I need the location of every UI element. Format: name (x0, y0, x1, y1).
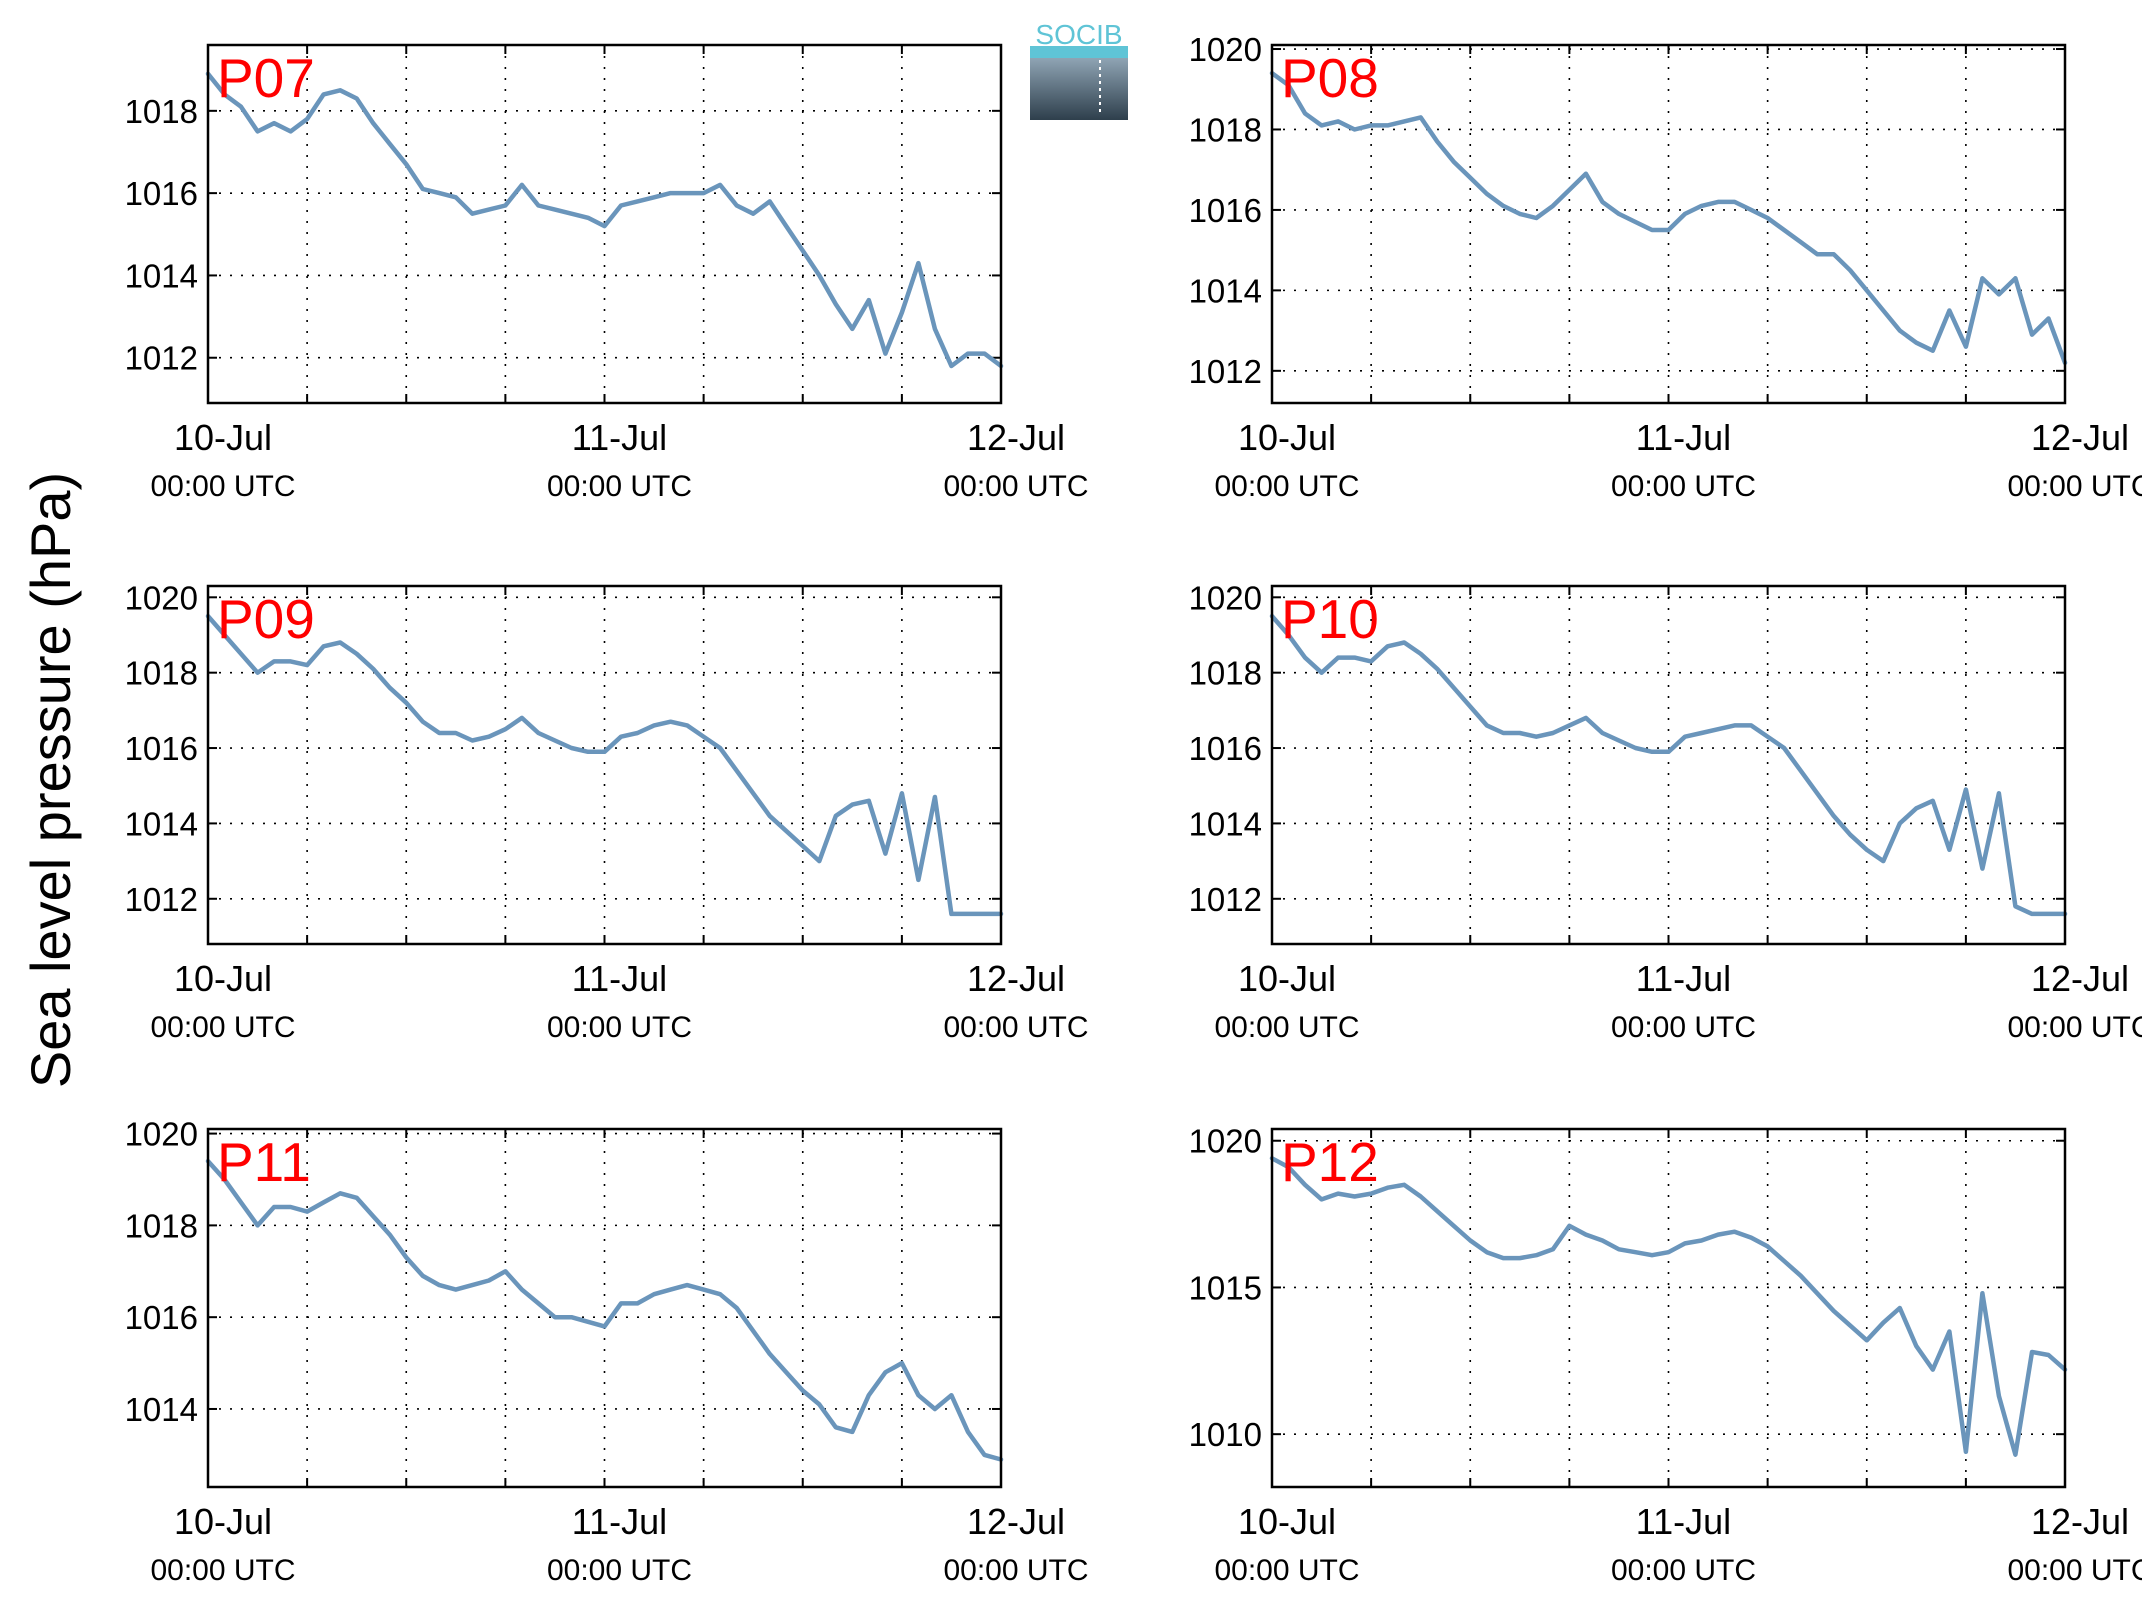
y-tick-label: 1020 (1189, 1123, 1262, 1160)
x-tick-label-day: 12-Jul (2031, 958, 2129, 999)
x-tick-label-time: 00:00 UTC (2007, 1011, 2142, 1044)
y-tick-label: 1012 (1189, 353, 1262, 390)
y-tick-label: 1016 (125, 1299, 198, 1336)
y-tick-label: 1018 (1189, 655, 1262, 692)
series-line-p11 (205, 1158, 1004, 1462)
panel-label: P12 (1281, 1131, 1379, 1193)
plot-area (208, 1129, 1001, 1487)
logo-block (1030, 58, 1128, 120)
series-line-p12 (1269, 1156, 2068, 1457)
x-tick-label-time: 00:00 UTC (943, 470, 1088, 503)
y-tick-label: 1014 (1189, 272, 1262, 309)
plot-area (1272, 586, 2065, 944)
x-tick-label-time: 00:00 UTC (1611, 470, 1756, 503)
logo-wave-band (1030, 46, 1128, 58)
y-tick-label: 1018 (125, 93, 198, 130)
x-tick-label-day: 11-Jul (572, 417, 667, 458)
axes-frame (1270, 1127, 2067, 1489)
x-tick-label-time: 00:00 UTC (943, 1554, 1088, 1587)
y-tick-label: 1016 (1189, 730, 1262, 767)
y-axis-label: Sea level pressure (hPa) (19, 472, 82, 1088)
x-tick-label-day: 11-Jul (1636, 1501, 1731, 1542)
y-tick-label: 1018 (1189, 111, 1262, 148)
panel-label: P10 (1281, 588, 1379, 650)
series-line-p07 (205, 71, 1004, 369)
x-tick-label-time: 00:00 UTC (943, 1011, 1088, 1044)
x-tick-label-day: 12-Jul (967, 958, 1065, 999)
y-tick-label: 1012 (1189, 881, 1262, 918)
x-tick-label-time: 00:00 UTC (1611, 1554, 1756, 1587)
y-tick-label: 1014 (125, 805, 198, 842)
panel-label: P11 (217, 1131, 311, 1193)
panel-grid: 1012 1014 1016 1018 10-Jul 00:00 UTC 11-Jul 00:… (125, 31, 2142, 1587)
y-tick-label: 1014 (125, 257, 198, 294)
x-tick-label-day: 11-Jul (572, 958, 667, 999)
panel-p08: 1012 1014 1016 1018 1020 10-Jul 00:00 UTC 11-Ju… (1189, 31, 2142, 503)
y-tick-label: 1020 (125, 579, 198, 616)
x-tick-label-time: 00:00 UTC (150, 1554, 295, 1587)
y-tick-label: 1016 (1189, 192, 1262, 229)
x-tick-label-day: 10-Jul (174, 1501, 272, 1542)
y-tick-label: 1018 (125, 1207, 198, 1244)
panel-p11: 1014 1016 1018 1020 10-Jul 00:00 UTC 11-Jul 00:… (125, 1116, 1089, 1587)
x-tick-label-day: 12-Jul (2031, 417, 2129, 458)
panel-label: P07 (217, 47, 315, 109)
panel-label: P09 (217, 588, 315, 650)
socib-logo: SOCIB (1030, 19, 1128, 120)
y-tick-label: 1018 (125, 655, 198, 692)
x-tick-label-day: 10-Jul (1238, 958, 1336, 999)
x-tick-label-day: 11-Jul (1636, 417, 1731, 458)
axes-frame (206, 584, 1003, 946)
axes-frame (206, 1127, 1003, 1489)
axes-frame (1270, 584, 2067, 946)
x-tick-label-time: 00:00 UTC (547, 1554, 692, 1587)
y-tick-label: 1012 (125, 881, 198, 918)
x-tick-label-day: 11-Jul (1636, 958, 1731, 999)
x-tick-label-time: 00:00 UTC (150, 1011, 295, 1044)
y-tick-label: 1016 (125, 175, 198, 212)
x-tick-label-day: 12-Jul (2031, 1501, 2129, 1542)
x-tick-label-day: 11-Jul (572, 1501, 667, 1542)
logo-text: SOCIB (1035, 19, 1122, 50)
x-tick-label-time: 00:00 UTC (547, 1011, 692, 1044)
series-line-p08 (1269, 70, 2068, 366)
panel-p07: 1012 1014 1016 1018 10-Jul 00:00 UTC 11-Jul 00:… (125, 43, 1089, 503)
x-tick-label-time: 00:00 UTC (1214, 1554, 1359, 1587)
y-tick-label: 1016 (125, 730, 198, 767)
plot-area (1272, 1129, 2065, 1487)
axes-frame (206, 43, 1003, 405)
panel-p12: 1010 1015 1020 10-Jul 00:00 UTC 11-Jul 00:00 U… (1189, 1123, 2142, 1587)
y-tick-label: 1020 (1189, 579, 1262, 616)
panel-p10: 1012 1014 1016 1018 1020 10-Jul 00:00 UTC 11-Ju… (1189, 579, 2142, 1044)
series-line-p10 (1269, 613, 2068, 917)
x-tick-label-time: 00:00 UTC (1214, 1011, 1359, 1044)
panel-p09: 1012 1014 1016 1018 1020 10-Jul 00:00 UTC 11-Ju… (125, 579, 1089, 1044)
y-tick-label: 1014 (1189, 805, 1262, 842)
x-tick-label-day: 10-Jul (1238, 417, 1336, 458)
x-tick-label-day: 12-Jul (967, 417, 1065, 458)
x-tick-label-day: 10-Jul (174, 417, 272, 458)
plot-area (208, 586, 1001, 944)
y-tick-label: 1020 (1189, 31, 1262, 68)
y-tick-label: 1014 (125, 1391, 198, 1428)
x-tick-label-time: 00:00 UTC (150, 470, 295, 503)
x-tick-label-time: 00:00 UTC (2007, 1554, 2142, 1587)
y-tick-label: 1012 (125, 340, 198, 377)
plot-area (1272, 45, 2065, 403)
series-line-p09 (205, 613, 1004, 917)
x-tick-label-time: 00:00 UTC (1611, 1011, 1756, 1044)
x-tick-label-time: 00:00 UTC (2007, 470, 2142, 503)
x-tick-label-day: 10-Jul (174, 958, 272, 999)
panel-label: P08 (1281, 47, 1379, 109)
y-tick-label: 1010 (1189, 1416, 1262, 1453)
axes-frame (1270, 43, 2067, 405)
y-tick-label: 1020 (125, 1116, 198, 1153)
x-tick-label-time: 00:00 UTC (1214, 470, 1359, 503)
x-tick-label-day: 10-Jul (1238, 1501, 1336, 1542)
x-tick-label-day: 12-Jul (967, 1501, 1065, 1542)
x-tick-label-time: 00:00 UTC (547, 470, 692, 503)
y-tick-label: 1015 (1189, 1269, 1262, 1306)
